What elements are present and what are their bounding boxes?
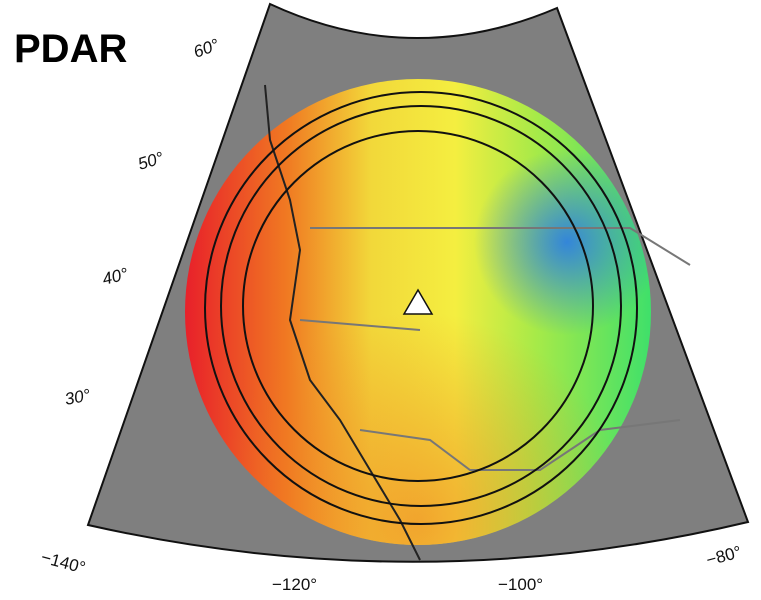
map: PDAR 60° 50° 40° 30° −140° −120° −100° −…: [0, 0, 761, 600]
lon-label: −120°: [272, 575, 317, 594]
lon-label: −80°: [704, 542, 743, 570]
lat-label: 50°: [136, 148, 166, 174]
lon-label: −100°: [498, 575, 543, 594]
lat-label: 40°: [100, 264, 130, 289]
lat-label: 60°: [191, 35, 222, 62]
title: PDAR: [14, 27, 127, 71]
lon-label: −140°: [39, 548, 87, 578]
lat-label: 30°: [63, 385, 92, 409]
